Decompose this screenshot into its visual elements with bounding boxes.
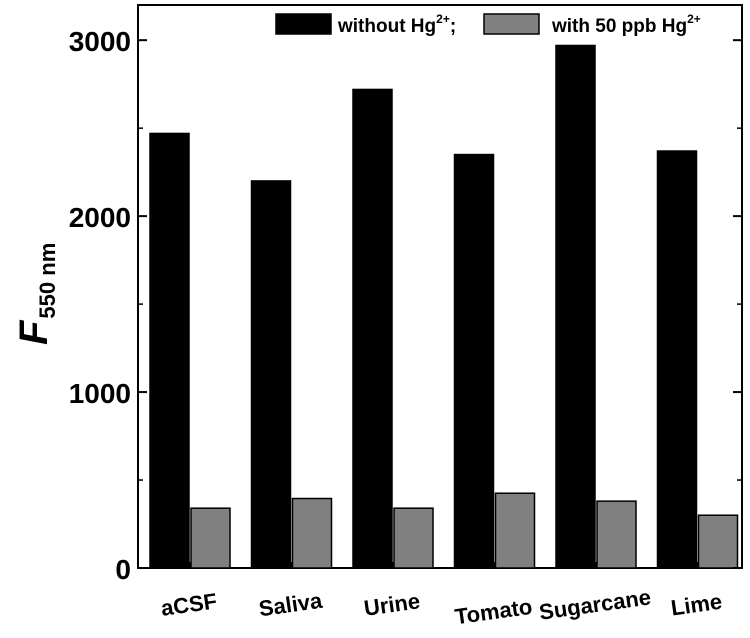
bar-with-hg-urine: [393, 507, 434, 569]
x-tick-label: Saliva: [257, 588, 324, 622]
legend-label-with-hg: with 50 ppb Hg2+: [551, 12, 701, 37]
y-axis-label: F550 nm: [12, 243, 60, 345]
y-tick-label: 1000: [69, 378, 131, 409]
bar-with-hg-tomato: [494, 492, 536, 569]
legend-swatch-with-hg: [483, 13, 540, 35]
bar-with-hg-acsf: [190, 507, 231, 569]
bar-with-hg-sugarcane: [596, 500, 637, 569]
legend-swatch-without-hg: [275, 13, 332, 35]
bar-without-hg-tomato: [453, 153, 495, 569]
y-tick-label: 3000: [69, 26, 131, 57]
bar-with-hg-saliva: [291, 497, 333, 569]
y-tick-label: 2000: [69, 202, 131, 233]
bar-without-hg-urine: [352, 88, 393, 569]
x-tick-label: Lime: [669, 589, 723, 621]
x-tick-label: aCSF: [159, 588, 218, 621]
plot-frame: [137, 4, 743, 569]
bar-without-hg-sugarcane: [555, 44, 596, 569]
y-tick-label: 0: [115, 554, 131, 585]
x-tick-label: Urine: [362, 588, 421, 621]
y-axis-label-main: F: [12, 319, 56, 345]
x-tick-label: Tomato: [453, 594, 534, 630]
bar-without-hg-lime: [656, 150, 698, 569]
x-tick-label: Sugarcane: [538, 584, 653, 624]
y-axis-label-subscript: 550 nm: [35, 243, 60, 319]
bar-with-hg-lime: [697, 514, 739, 569]
legend-label-without-hg: without Hg2+;: [337, 12, 456, 37]
bar-without-hg-saliva: [250, 180, 292, 569]
bar-without-hg-acsf: [149, 132, 190, 569]
